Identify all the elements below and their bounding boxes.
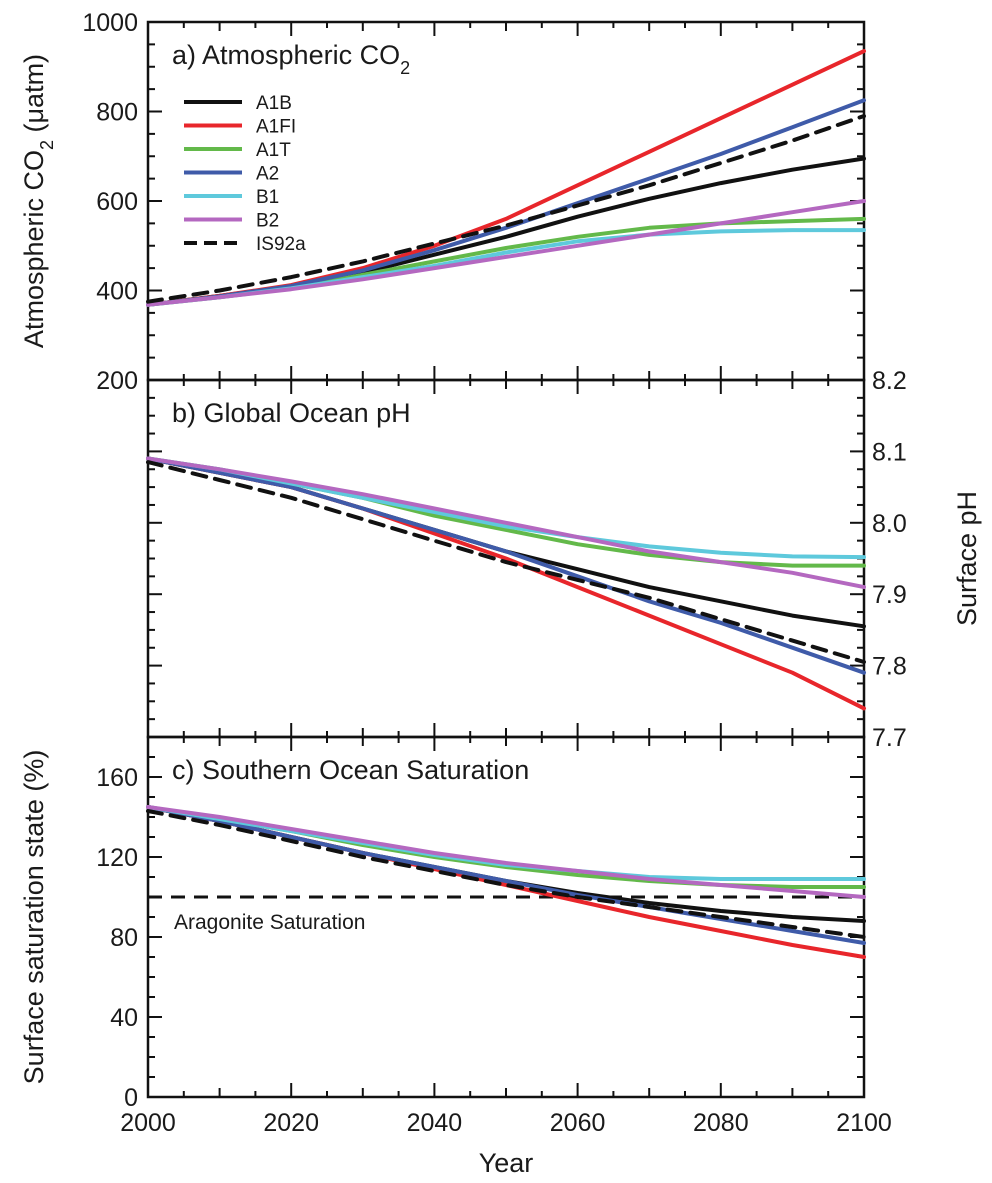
panel-b-title: b) Global Ocean pH	[172, 398, 411, 428]
panel-b-series-a2	[146, 456, 866, 675]
legend-label: A1T	[256, 140, 291, 161]
panel-b-ytick-label: 8.0	[872, 510, 907, 538]
panel-c-series-a2	[146, 805, 866, 945]
legend-item-is92a: IS92a	[184, 234, 306, 255]
x-tick-label: 2080	[693, 1109, 749, 1137]
panel-a-ytick-label: 1000	[82, 9, 138, 37]
panel-b-ytick-label: 8.1	[872, 438, 907, 466]
panel-c-ytick-label: 0	[124, 1084, 138, 1112]
panel-c-series-b2	[146, 805, 866, 899]
panel-c-series-is92a	[146, 809, 866, 939]
aragonite-saturation-label: Aragonite Saturation	[174, 911, 365, 934]
legend-label: A1FI	[256, 117, 296, 138]
panel-a-series-is92a	[146, 114, 866, 304]
legend-item-b2: B2	[184, 211, 279, 232]
panel-b-ytick-label: 7.7	[872, 724, 907, 752]
x-tick-label: 2040	[407, 1109, 463, 1137]
panel-c-title: c) Southern Ocean Saturation	[172, 755, 529, 785]
panel-a-ytick-label: 400	[96, 278, 138, 306]
panel-a-ytick-label: 800	[96, 99, 138, 127]
x-tick-label: 2000	[120, 1109, 176, 1137]
panel-b-series-b1	[146, 456, 866, 560]
legend-item-b1: B1	[184, 187, 279, 208]
legend-item-a1fi: A1FI	[184, 117, 296, 138]
x-tick-label: 2100	[836, 1109, 892, 1137]
x-axis-title: Year	[479, 1148, 534, 1178]
panel-c-ytick-label: 80	[110, 924, 138, 952]
panel-a-ytick-label: 200	[96, 367, 138, 395]
legend-label: A2	[256, 164, 279, 185]
panel-c-ytick-label: 160	[96, 764, 138, 792]
panel-c-ytick-label: 40	[110, 1004, 138, 1032]
panel-a-ytick-label: 600	[96, 188, 138, 216]
x-axis: 2000 2020 2040 2060 2080 2100 Year	[120, 1109, 892, 1178]
legend-item-a2: A2	[184, 164, 279, 185]
panel-c: 0 40 80 120 160 Surface saturation state (%) c…	[19, 735, 866, 1112]
panel-b-ytick-label: 8.2	[872, 367, 907, 395]
panel-b-series-b2	[146, 456, 866, 590]
legend-item-a1t: A1T	[184, 140, 291, 161]
x-tick-label: 2060	[550, 1109, 606, 1137]
panel-b-series-a1fi	[146, 456, 866, 711]
panel-b-series-is92a	[146, 460, 866, 664]
panel-b-ytick-label: 7.8	[872, 653, 907, 681]
panel-b-y-axis-title: Surface pH	[952, 491, 982, 626]
x-tick-label: 2020	[263, 1109, 319, 1137]
panel-c-series-a1t	[146, 805, 866, 889]
panel-c-y-axis-title: Surface saturation state (%)	[19, 750, 49, 1085]
legend-label: B1	[256, 187, 279, 208]
panel-b: 7.7 7.8 7.9 8.0 8.1 8.2 Surface pH b) Global Oc…	[146, 367, 982, 752]
panel-a: 200 400 600 800 1000 Atmospheric CO2 (μatm) a)…	[19, 9, 866, 395]
legend-label: IS92a	[256, 234, 306, 255]
legend-label: A1B	[256, 93, 292, 114]
panel-b-ytick-label: 7.9	[872, 581, 907, 609]
legend-label: B2	[256, 211, 279, 232]
panel-a-title: a) Atmospheric CO2	[172, 40, 410, 78]
panel-a-series-b2	[146, 199, 866, 307]
panel-c-ytick-label: 120	[96, 844, 138, 872]
legend-item-a1b: A1B	[184, 93, 292, 114]
panel-b-series-a1b	[146, 456, 866, 629]
panel-a-y-axis-title: Atmospheric CO2 (μatm)	[19, 54, 57, 348]
